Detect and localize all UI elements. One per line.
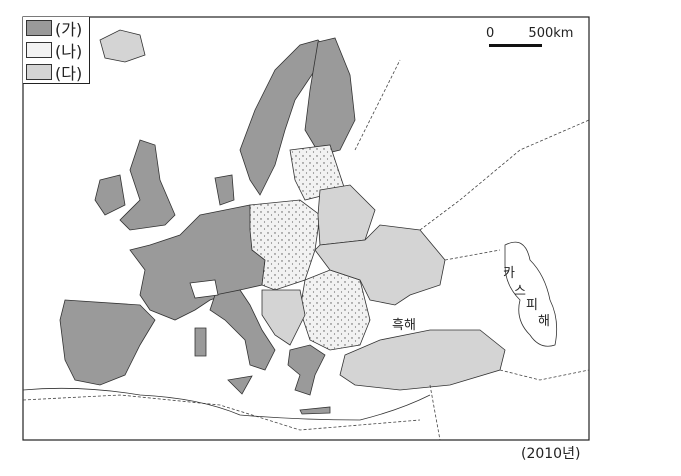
north-africa-coast	[22, 387, 431, 421]
caspian-label-1: 카	[503, 266, 515, 281]
caspian-sea	[504, 241, 558, 347]
legend-label: (가)	[55, 20, 83, 39]
legend-label: (다)	[55, 64, 83, 83]
legend-label: (나)	[55, 42, 83, 61]
legend-item-da: (다)	[23, 61, 89, 83]
region-switzerland	[189, 279, 219, 299]
legend-item-na: (나)	[23, 39, 89, 61]
region-ga	[59, 37, 356, 415]
caspian-label-2: 스	[514, 284, 526, 299]
scale-bar: 0 500km	[486, 26, 574, 47]
other-borders	[22, 59, 590, 441]
black-sea-label: 흑해	[392, 318, 416, 333]
scale-zero: 0	[486, 26, 495, 41]
caspian-label-3: 피	[526, 298, 538, 313]
scale-distance: 500km	[528, 26, 574, 41]
legend: (가) (나) (다)	[23, 17, 90, 84]
year-caption: (2010년)	[521, 446, 581, 462]
region-da	[99, 29, 506, 391]
scale-line	[489, 44, 542, 47]
legend-swatch	[26, 20, 52, 36]
region-na	[249, 144, 371, 351]
legend-item-ga: (가)	[23, 17, 89, 39]
legend-swatch	[26, 42, 52, 58]
legend-swatch	[26, 64, 52, 80]
caspian-label-4: 해	[538, 314, 550, 329]
